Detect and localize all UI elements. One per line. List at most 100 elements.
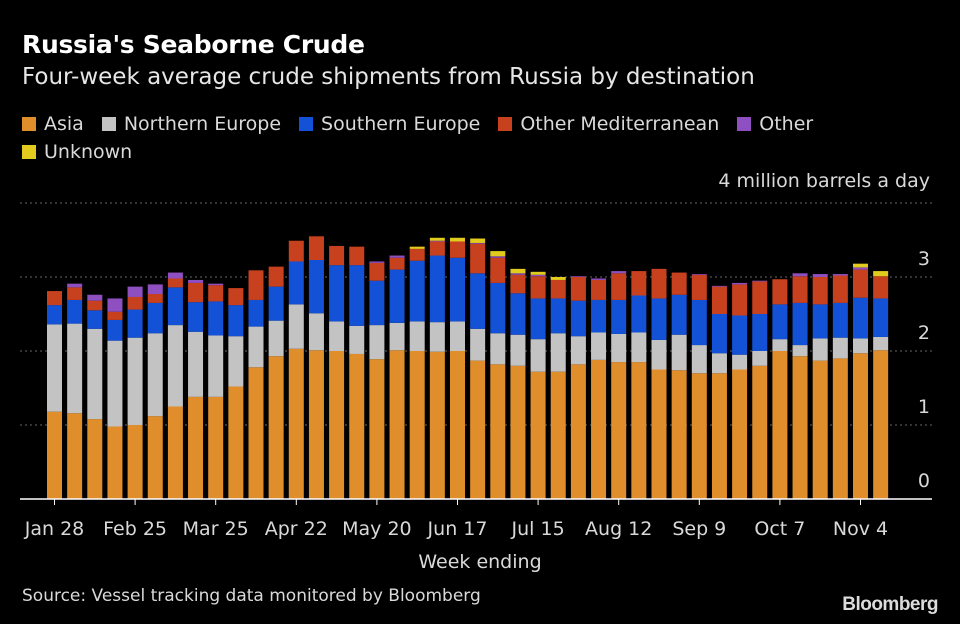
legend-label: Unknown: [44, 141, 133, 163]
bar-segment-asia: [651, 369, 667, 499]
bar-segment-other: [127, 286, 143, 297]
bar-segment-asia: [329, 351, 345, 499]
bar-segment-asia: [510, 365, 526, 499]
bar-segment-other: [812, 274, 828, 277]
bar-segment-other: [611, 271, 627, 274]
bar-segment-southern-europe: [832, 302, 848, 338]
bar-segment-unknown: [853, 263, 868, 268]
y-tick-label: 0: [918, 470, 930, 492]
legend-item-other: Other: [737, 112, 813, 136]
bar-segment-asia: [792, 356, 808, 499]
source-note: Source: Vessel tracking data monitored b…: [22, 586, 481, 606]
bar-segment-other-mediterranean: [248, 270, 264, 300]
bar-segment-asia: [570, 364, 586, 499]
bar-segment-asia: [591, 359, 607, 499]
bar-segment-southern-europe: [268, 286, 284, 321]
bar-segment-asia: [450, 351, 465, 499]
bar-segment-northern-europe: [671, 334, 687, 371]
bar-segment-asia: [208, 396, 224, 499]
x-axis-title: Week ending: [418, 551, 541, 573]
bar-segment-asia: [288, 348, 304, 499]
bar-segment-other: [167, 272, 183, 279]
bar-segment-southern-europe: [369, 280, 385, 326]
bar-segment-southern-europe: [470, 273, 486, 329]
bar-segment-other-mediterranean: [812, 277, 828, 305]
bar-segment-other-mediterranean: [732, 284, 748, 316]
bar-segment-other: [147, 284, 163, 295]
bar-segment-other: [470, 242, 486, 244]
bar-segment-southern-europe: [792, 302, 808, 346]
bar-segment-other-mediterranean: [87, 300, 103, 311]
bar-segment-other-mediterranean: [772, 279, 788, 305]
bar-segment-southern-europe: [651, 298, 667, 340]
bar-segment-other-mediterranean: [369, 262, 385, 281]
bar-segment-asia: [530, 371, 546, 499]
bar-segment-unknown: [490, 251, 506, 257]
bar-segment-northern-europe: [288, 304, 304, 349]
bar-segment-other: [510, 273, 526, 275]
x-tick-label: Jun 17: [427, 518, 488, 540]
bar-segment-northern-europe: [87, 328, 103, 420]
bar-segment-southern-europe: [873, 298, 889, 337]
bar-segment-northern-europe: [268, 320, 284, 357]
bar-segment-other-mediterranean: [107, 311, 123, 320]
x-tick-label: Oct 7: [754, 518, 805, 540]
bar-segment-asia: [732, 369, 748, 499]
bar-segment-northern-europe: [208, 335, 224, 397]
bar-segment-other-mediterranean: [470, 243, 486, 274]
bar-segment-other-mediterranean: [288, 240, 304, 262]
bar-segment-northern-europe: [510, 334, 526, 366]
bar-segment-southern-europe: [550, 298, 566, 334]
legend-item-northern-europe: Northern Europe: [101, 112, 282, 136]
chart-title: Russia's Seaborne Crude: [22, 30, 365, 59]
bar-segment-other-mediterranean: [349, 246, 365, 266]
bar-segment-unknown: [550, 277, 566, 280]
bar-segment-other-mediterranean: [228, 288, 244, 306]
bar-segment-unknown: [530, 271, 546, 275]
bar-segment-unknown: [409, 246, 425, 249]
bar-segment-northern-europe: [248, 326, 264, 368]
bar-segment-southern-europe: [67, 299, 83, 324]
x-tick-label: Aug 12: [585, 518, 652, 540]
bar-segment-northern-europe: [832, 337, 848, 359]
bar-segment-southern-europe: [188, 302, 204, 332]
bar-segment-northern-europe: [308, 313, 324, 351]
bar-segment-other-mediterranean: [490, 257, 506, 283]
legend-item-other-mediterranean: Other Mediterranean: [498, 112, 719, 136]
bar-segment-northern-europe: [329, 321, 345, 351]
bar-segment-northern-europe: [792, 345, 808, 357]
bar-segment-asia: [248, 367, 264, 499]
bar-segment-southern-europe: [228, 305, 244, 337]
bar-segment-other: [107, 298, 123, 312]
bar-segment-unknown: [873, 271, 889, 277]
bar-segment-other-mediterranean: [550, 279, 566, 299]
bar-segment-southern-europe: [349, 265, 365, 326]
bar-segment-northern-europe: [188, 331, 204, 397]
bar-segment-northern-europe: [107, 340, 123, 427]
bar-segment-asia: [147, 416, 163, 499]
bar-segment-asia: [369, 359, 385, 499]
bar-segment-other-mediterranean: [873, 276, 889, 299]
bar-segment-unknown: [429, 237, 445, 241]
bar-segment-other-mediterranean: [631, 271, 647, 296]
bar-segment-northern-europe: [732, 354, 748, 370]
y-tick-label: 2: [918, 322, 930, 344]
bar-segment-southern-europe: [147, 302, 163, 334]
bar-segment-southern-europe: [772, 304, 788, 340]
bar-segment-asia: [349, 353, 365, 499]
bar-segment-southern-europe: [389, 269, 405, 323]
bar-segment-southern-europe: [288, 261, 304, 305]
bar-segment-asia: [470, 360, 486, 499]
bar-segment-other: [490, 256, 506, 258]
bar-segment-asia: [631, 362, 647, 499]
bar-segment-northern-europe: [490, 333, 506, 365]
legend: Asia Northern Europe Southern Europe Other …: [22, 112, 922, 164]
legend-label: Northern Europe: [123, 113, 282, 135]
bar-segment-other: [732, 282, 748, 285]
bar-segment-northern-europe: [611, 333, 627, 363]
bar-segment-southern-europe: [691, 299, 707, 346]
bar-segment-southern-europe: [510, 293, 526, 335]
bar-segment-other-mediterranean: [47, 291, 62, 306]
bar-segment-northern-europe: [47, 324, 62, 412]
bar-segment-other: [711, 285, 727, 287]
